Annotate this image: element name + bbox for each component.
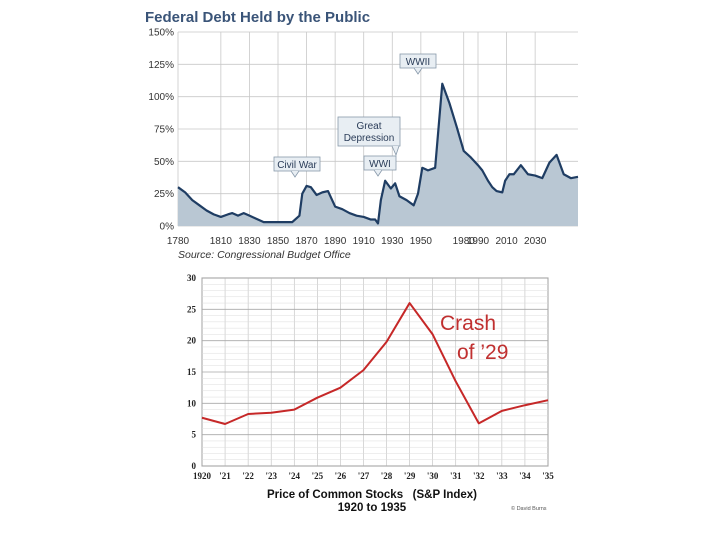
debt-x-tick-12: 2030 (524, 236, 547, 247)
crash-annotation-line2: of ’29 (457, 341, 508, 364)
stocks-y-tick-5: 25 (187, 304, 197, 314)
callout-civil-war-label: Civil War (277, 160, 317, 171)
debt-y-tick-6: 150% (148, 28, 174, 39)
stocks-x-tick-15: '35 (542, 471, 554, 481)
debt-line (177, 82, 579, 225)
stocks-y-tick-1: 5 (192, 430, 197, 440)
stocks-x-tick-4: '24 (289, 471, 301, 481)
callout-wwi: WWI (363, 155, 397, 177)
stocks-x-tick-7: '27 (358, 471, 370, 481)
stocks-x-tick-12: '32 (473, 471, 485, 481)
debt-y-tick-4: 100% (148, 92, 174, 103)
callout-great-depression-pointer (391, 145, 400, 157)
debt-chart: Federal Debt Held by the Public 0% 25% 50%… (145, 9, 579, 261)
stocks-chart-title-line1: Price of Common Stocks (S&P Index) (267, 489, 477, 501)
stocks-y-tick-3: 15 (187, 367, 197, 377)
callout-wwi-label: WWI (369, 159, 391, 170)
stocks-chart-credit: © David Burns (511, 505, 547, 512)
debt-x-tick-4: 1870 (295, 236, 318, 247)
debt-x-tick-3: 1850 (267, 236, 290, 247)
crash-annotation-line1: Crash (440, 312, 496, 335)
stocks-line-series (201, 302, 549, 426)
callout-civil-war: Civil War (273, 156, 321, 178)
debt-x-tick-2: 1830 (238, 236, 261, 247)
debt-chart-title: Federal Debt Held by the Public (145, 9, 370, 26)
callout-wwii-pointer (413, 67, 423, 75)
callout-great-depression-label-line1: Great (356, 121, 381, 132)
debt-x-tick-0: 1780 (167, 236, 190, 247)
debt-y-tick-5: 125% (148, 60, 174, 71)
stocks-y-tick-6: 30 (187, 273, 197, 283)
callout-great-depression-label-line2: Depression (344, 133, 395, 144)
stocks-y-tick-2: 10 (187, 398, 197, 408)
debt-x-tick-8: 1950 (410, 236, 433, 247)
stocks-x-tick-6: '26 (335, 471, 347, 481)
debt-x-tick-6: 1910 (353, 236, 376, 247)
stocks-x-tick-5: '25 (312, 471, 324, 481)
callout-wwii: WWII (399, 53, 437, 75)
debt-y-axis: 0% 25% 50% 75% 100% 125% 150% (148, 28, 174, 233)
stocks-x-tick-1: '21 (219, 471, 231, 481)
debt-y-tick-1: 25% (154, 189, 174, 200)
debt-x-tick-11: 2010 (495, 236, 518, 247)
stocks-x-tick-0: 1920 (193, 471, 212, 481)
stocks-y-axis: 0 5 10 15 20 25 30 (187, 273, 197, 471)
debt-y-tick-3: 75% (154, 125, 174, 136)
callout-wwii-label: WWII (406, 57, 430, 68)
stocks-x-tick-2: '22 (242, 471, 254, 481)
callout-great-depression: Great Depression (337, 116, 401, 157)
debt-y-tick-0: 0% (160, 222, 175, 233)
debt-x-tick-10: 1990 (467, 236, 490, 247)
stocks-y-tick-4: 20 (187, 336, 197, 346)
stocks-x-tick-9: '29 (404, 471, 416, 481)
stocks-x-tick-10: '30 (427, 471, 439, 481)
stocks-y-tick-0: 0 (192, 461, 197, 471)
debt-area-series (177, 82, 579, 226)
debt-y-tick-2: 50% (154, 157, 174, 168)
debt-chart-source: Source: Congressional Budget Office (178, 249, 351, 261)
stocks-x-tick-13: '33 (496, 471, 508, 481)
stocks-grid (201, 277, 549, 467)
stocks-x-axis: 1920 '21 '22 '23 '24 '25 '26 '27 '28 '29 '30 '31 '32… (193, 471, 554, 481)
stocks-x-tick-8: '28 (381, 471, 393, 481)
stocks-chart-title-line2: 1920 to 1935 (338, 502, 407, 514)
stocks-line (201, 302, 549, 426)
callout-wwi-pointer (373, 169, 383, 177)
callout-great-depression-box (337, 116, 401, 147)
debt-x-tick-7: 1930 (381, 236, 404, 247)
callout-civil-war-pointer (290, 170, 300, 178)
stocks-x-tick-3: '23 (265, 471, 277, 481)
debt-area-fill (178, 83, 578, 226)
debt-x-axis: 1780 1810 1830 1850 1870 1890 1910 1930 1950 1980… (167, 236, 547, 247)
stocks-chart: 0 5 10 15 20 25 30 1920 '21 '22 '23 '24 '25 '26 '27 '2… (187, 273, 554, 514)
stocks-x-tick-11: '31 (450, 471, 462, 481)
stocks-x-tick-14: '34 (519, 471, 531, 481)
debt-x-tick-5: 1890 (324, 236, 347, 247)
debt-x-tick-1: 1810 (210, 236, 233, 247)
debt-x-tick-9: 1980 (453, 236, 476, 247)
